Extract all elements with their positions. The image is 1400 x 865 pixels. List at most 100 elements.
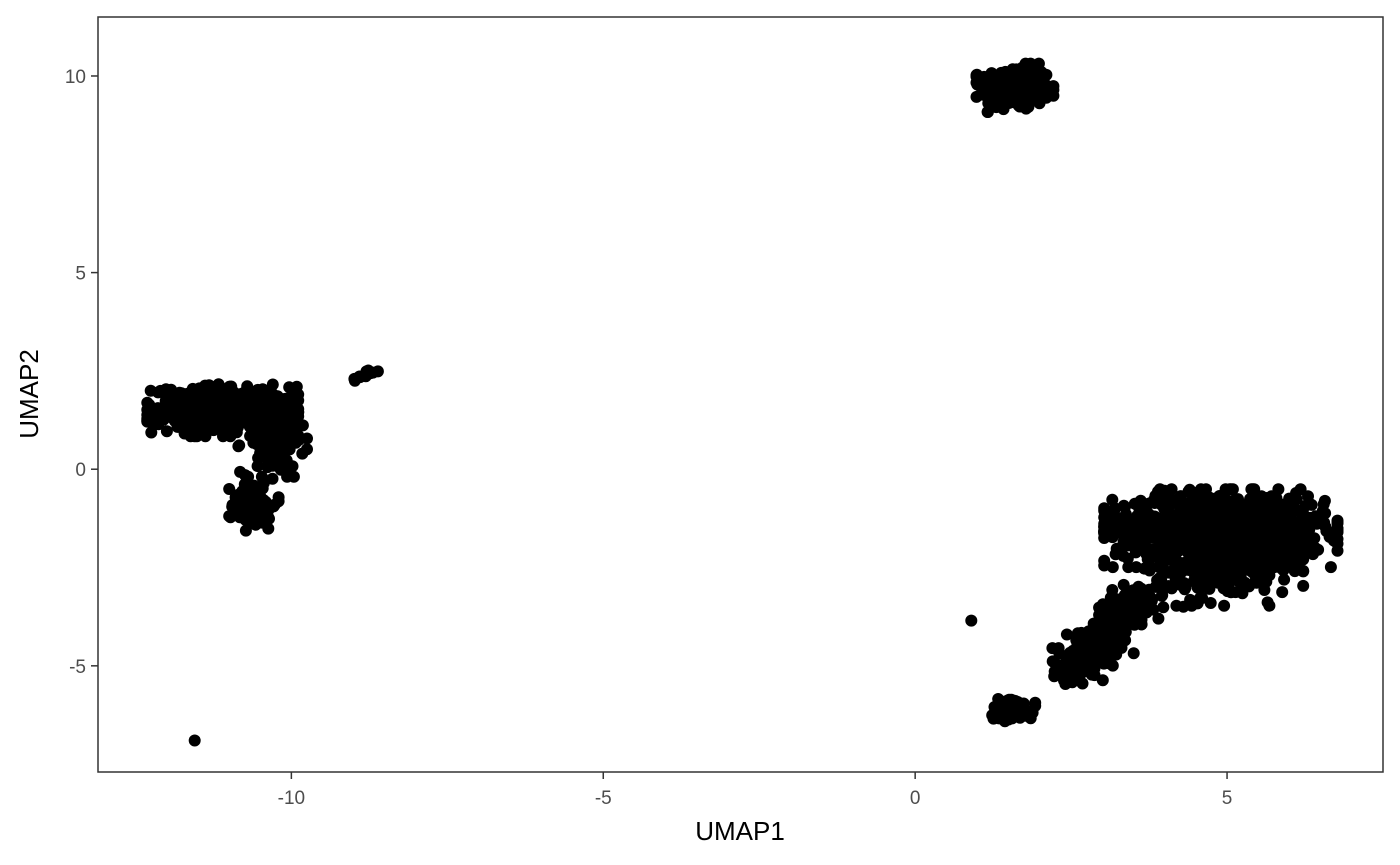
scatter-point xyxy=(256,482,269,495)
scatter-point xyxy=(1174,503,1187,516)
scatter-point xyxy=(1132,528,1145,541)
scatter-point xyxy=(160,425,173,438)
scatter-point xyxy=(270,446,283,459)
scatter-point xyxy=(1106,627,1119,640)
scatter-point xyxy=(1118,501,1131,514)
scatter-point xyxy=(1172,539,1185,552)
scatter-point xyxy=(970,68,983,81)
scatter-point xyxy=(1070,634,1083,647)
scatter-point xyxy=(251,496,264,509)
scatter-point xyxy=(1013,92,1026,105)
scatter-point xyxy=(1135,618,1148,631)
y-axis-title: UMAP2 xyxy=(14,349,44,439)
scatter-point xyxy=(218,418,231,431)
scatter-point xyxy=(1240,513,1253,526)
scatter-point xyxy=(256,444,269,457)
scatter-point xyxy=(1297,579,1310,592)
scatter-point xyxy=(1178,577,1190,589)
scatter-point xyxy=(249,400,261,413)
scatter-point xyxy=(1316,505,1329,517)
scatter-point xyxy=(1109,510,1122,523)
scatter-point xyxy=(1331,522,1344,535)
scatter-point xyxy=(995,87,1008,100)
scatter-point xyxy=(149,414,162,426)
scatter-point xyxy=(1219,483,1232,496)
scatter-point xyxy=(210,401,223,414)
scatter-point xyxy=(251,383,264,396)
scatter-point xyxy=(1289,555,1302,567)
scatter-point xyxy=(230,424,243,437)
scatter-point xyxy=(1190,545,1203,558)
scatter-point xyxy=(1162,566,1175,578)
scatter-point xyxy=(1260,575,1273,588)
scatter-point xyxy=(1097,598,1109,611)
scatter-point xyxy=(1166,530,1179,543)
scatter-point xyxy=(1192,498,1204,511)
scatter-point xyxy=(293,419,306,432)
x-axis-ticks: -10 -5 0 5 xyxy=(278,772,1233,809)
scatter-point xyxy=(1069,663,1082,676)
scatter-point xyxy=(1121,585,1134,597)
scatter-point xyxy=(238,478,251,491)
scatter-point xyxy=(267,413,280,426)
scatter-point xyxy=(1302,490,1314,503)
scatter-point xyxy=(188,734,201,747)
scatter-point xyxy=(1243,580,1255,593)
scatter-point xyxy=(1154,532,1167,544)
scatter-point xyxy=(1197,561,1210,574)
scatter-point xyxy=(1299,527,1312,539)
scatter-point xyxy=(1011,697,1023,710)
scatter-point xyxy=(1174,490,1187,503)
scatter-point xyxy=(193,414,206,427)
scatter-point xyxy=(965,614,978,627)
scatter-point xyxy=(1097,633,1109,646)
scatter-point xyxy=(1106,659,1119,672)
scatter-point xyxy=(1076,677,1089,690)
scatter-point xyxy=(1032,57,1045,70)
scatter-point xyxy=(1306,548,1319,561)
scatter-point xyxy=(1269,503,1282,516)
scatter-point xyxy=(1019,57,1032,70)
scatter-point xyxy=(1112,526,1125,539)
scatter-point xyxy=(282,424,295,437)
x-tick-label: -5 xyxy=(595,788,612,809)
scatter-point xyxy=(1082,625,1095,638)
scatter-point xyxy=(169,415,181,428)
scatter-point xyxy=(1158,556,1171,568)
scatter-point xyxy=(1272,532,1285,545)
scatter-point xyxy=(1040,91,1053,104)
scatter-point xyxy=(1139,543,1152,556)
scatter-point xyxy=(255,426,268,439)
scatter-point xyxy=(1071,647,1083,660)
scatter-point xyxy=(1150,515,1163,528)
scatter-point xyxy=(1030,93,1042,106)
scatter-point xyxy=(301,443,313,456)
scatter-point xyxy=(1210,495,1223,508)
scatter-point xyxy=(1222,562,1235,575)
y-tick-label: 10 xyxy=(65,67,86,88)
scatter-point xyxy=(145,426,158,439)
scatter-point xyxy=(237,413,250,426)
scatter-point xyxy=(262,385,275,398)
scatter-point xyxy=(348,374,361,387)
scatter-point xyxy=(247,481,260,494)
scatter-point xyxy=(1242,553,1255,566)
scatter-point xyxy=(1060,628,1073,641)
scatter-point xyxy=(1046,642,1059,655)
y-tick-label: 0 xyxy=(75,460,86,481)
scatter-point xyxy=(1040,68,1053,81)
scatter-point xyxy=(981,106,994,118)
scatter-point xyxy=(175,387,188,400)
scatter-point xyxy=(1254,529,1266,541)
scatter-point xyxy=(1319,521,1332,534)
scatter-point xyxy=(1143,508,1155,521)
scatter-point xyxy=(151,402,164,415)
plot-panel xyxy=(97,16,1384,773)
scatter-point xyxy=(1106,493,1119,506)
x-tick-label: 5 xyxy=(1222,788,1233,809)
scatter-point xyxy=(1135,582,1148,595)
scatter-point xyxy=(1183,483,1196,496)
scatter-point xyxy=(1000,694,1013,707)
scatter-point xyxy=(1195,517,1208,530)
scatter-point xyxy=(1283,515,1296,528)
